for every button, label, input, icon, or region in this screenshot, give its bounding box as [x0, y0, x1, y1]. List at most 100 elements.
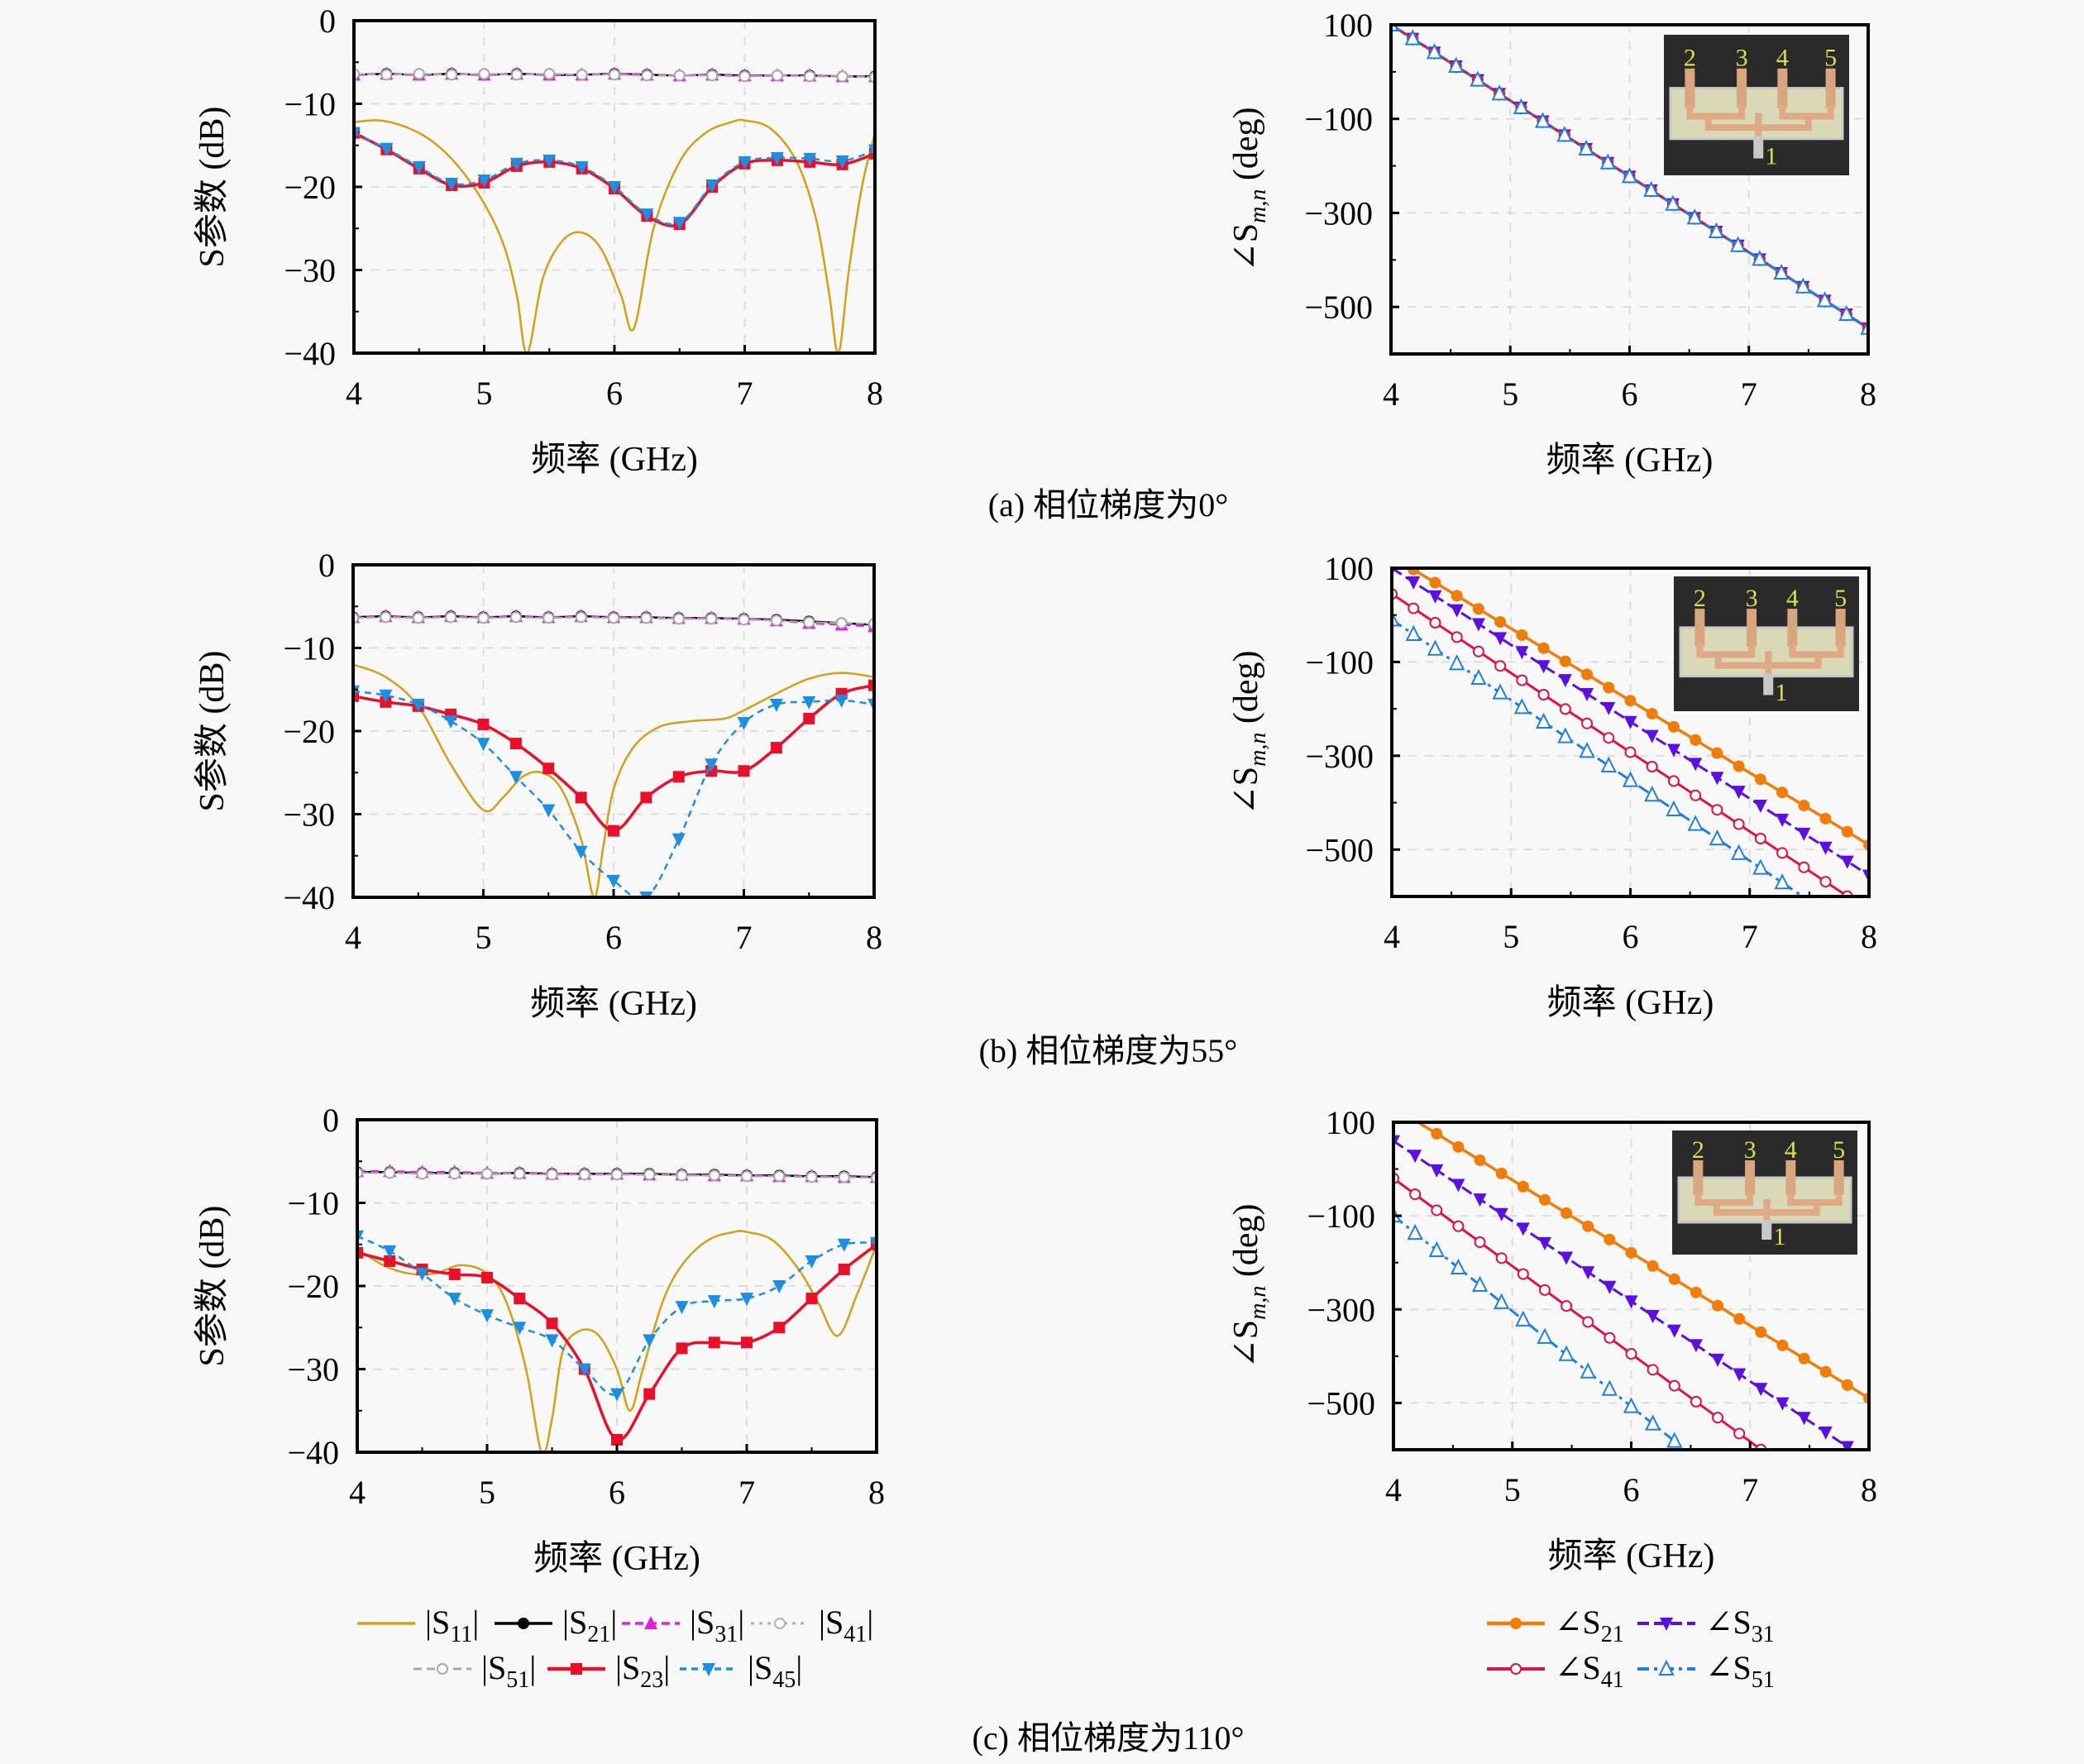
y-tick-label: −10 — [287, 1185, 339, 1222]
x-tick-label: 4 — [1384, 918, 1400, 955]
data-point-P41 — [1581, 717, 1594, 729]
data-point-S51 — [543, 612, 555, 624]
data-point-P41 — [1582, 1316, 1594, 1328]
x-tick-label: 8 — [1860, 375, 1876, 413]
x-tick-label: 5 — [1503, 918, 1519, 955]
x-tick-label: 7 — [1741, 375, 1757, 413]
x-tick-label: 7 — [1742, 918, 1758, 955]
data-point-P31 — [1537, 1236, 1551, 1250]
data-point-P41 — [1733, 818, 1745, 830]
data-point-S45 — [610, 1388, 624, 1402]
data-point-S23 — [738, 765, 750, 777]
data-point-P51 — [1643, 180, 1660, 198]
data-point-P21 — [1408, 568, 1420, 576]
data-point-S23 — [357, 1246, 363, 1259]
data-point-P21 — [1451, 590, 1463, 602]
data-point-S45 — [574, 845, 588, 859]
x-tick-label: 6 — [606, 375, 623, 412]
axes: 4 5 6 7 8 100 −100 −300 −500 频率 (GHz) ∠Sm,n (deg) — [1227, 550, 1877, 1022]
inset-connector — [1787, 609, 1798, 647]
inset-connector — [1777, 68, 1788, 108]
data-point-P21 — [1711, 747, 1723, 759]
data-point-S51 — [510, 69, 523, 81]
data-point-S45 — [643, 1334, 657, 1348]
data-point-S45 — [513, 1322, 527, 1336]
data-point-P21 — [1667, 720, 1680, 733]
inset-connector — [1825, 68, 1836, 108]
data-point-P51 — [1816, 291, 1833, 308]
data-point-P51 — [1666, 800, 1682, 816]
legend-marker — [1510, 1618, 1522, 1629]
data-point-P21 — [1517, 1180, 1529, 1193]
data-point-P31 — [1645, 729, 1659, 743]
legend-label: |S23| — [615, 1649, 670, 1693]
data-point-P41 — [1733, 1427, 1746, 1440]
data-point-S45 — [577, 1363, 591, 1377]
y-axis-label-unit: (deg) — [1227, 1204, 1265, 1286]
inset-photo-power-divider: 2 3 4 5 1 — [1674, 576, 1859, 711]
legend-marker — [644, 1616, 657, 1629]
data-point-S51 — [384, 1167, 396, 1179]
legend-label-main: ∠S — [1705, 1649, 1752, 1686]
data-point-P41 — [1668, 1379, 1680, 1392]
data-point-S23 — [384, 1255, 396, 1267]
inset-input-connector — [1763, 673, 1774, 696]
legend-marker — [702, 1663, 715, 1676]
data-point-P51 — [1644, 786, 1661, 802]
legend-label-main: ∠S — [1705, 1604, 1752, 1641]
inset-port-label: 1 — [1773, 1223, 1785, 1250]
x-axis-label: 频率 (GHz) — [1546, 441, 1714, 480]
legend-label-main: ∠S — [1555, 1649, 1601, 1686]
data-point-S23 — [543, 762, 555, 775]
data-point-P21 — [1819, 1365, 1832, 1378]
legend-item-S23: |S23| — [547, 1649, 670, 1693]
data-point-P21 — [1625, 1246, 1637, 1259]
data-point-S45 — [411, 698, 425, 712]
data-point-P51 — [1404, 29, 1421, 45]
data-point-P51 — [1838, 304, 1855, 322]
data-point-P31 — [1754, 1383, 1768, 1397]
x-tick-label: 4 — [345, 919, 361, 956]
y-tick-label: −20 — [283, 713, 335, 750]
data-point-P41 — [1517, 1268, 1529, 1280]
data-point-P31 — [1516, 1222, 1530, 1236]
data-point-P21 — [1604, 1233, 1616, 1245]
data-point-S51 — [706, 69, 719, 82]
legend-label-sub: 45 — [772, 1667, 796, 1693]
data-point-S45 — [802, 696, 816, 710]
legend-label-end: | — [796, 1649, 802, 1686]
legend-marker — [1660, 1618, 1673, 1631]
inset-port-label: 5 — [1824, 44, 1837, 71]
y-tick-label: −300 — [1304, 194, 1373, 232]
data-point-P51 — [1578, 139, 1594, 156]
data-point-P31 — [1624, 1295, 1638, 1309]
data-point-P21 — [1776, 1339, 1789, 1351]
data-point-S51 — [446, 69, 458, 81]
data-point-P31 — [1450, 604, 1464, 618]
axes: 4 5 6 7 8 0 −10 −20 −30 −40 频率 (GHz) S参数 (dB) — [193, 547, 882, 1023]
data-point-P51 — [1427, 639, 1444, 656]
data-point-P51 — [1600, 756, 1617, 772]
data-point-P21 — [1668, 1273, 1680, 1285]
chart-b-phase: 2 3 4 5 1 4 5 6 7 8 100 −100 −300 −500 频率 (GHz) ∠Sm,n (… — [1227, 550, 1877, 1022]
data-point-S51 — [380, 611, 392, 624]
data-point-P41 — [1711, 804, 1723, 816]
data-point-P51 — [1752, 858, 1769, 875]
data-point-P51 — [1513, 698, 1530, 715]
inset-port-label: 3 — [1746, 585, 1758, 612]
inset-connector — [1747, 609, 1757, 647]
data-point-P51 — [1492, 683, 1508, 700]
data-point-P31 — [1797, 1412, 1811, 1426]
y-axis-label: S参数 (dB) — [193, 107, 232, 268]
y-tick-label: −30 — [283, 796, 335, 834]
data-point-S23 — [611, 1433, 623, 1446]
data-point-P21 — [1841, 1379, 1853, 1391]
x-tick-label: 4 — [349, 1474, 366, 1511]
x-tick-label: 8 — [866, 919, 882, 956]
data-point-S23 — [514, 1293, 526, 1305]
legend-label-main: |S — [481, 1649, 506, 1686]
y-tick-label: −20 — [287, 1268, 339, 1305]
data-point-P51 — [1665, 194, 1681, 211]
data-point-P31 — [1494, 1207, 1508, 1221]
legend-label-sub: 51 — [506, 1667, 529, 1693]
